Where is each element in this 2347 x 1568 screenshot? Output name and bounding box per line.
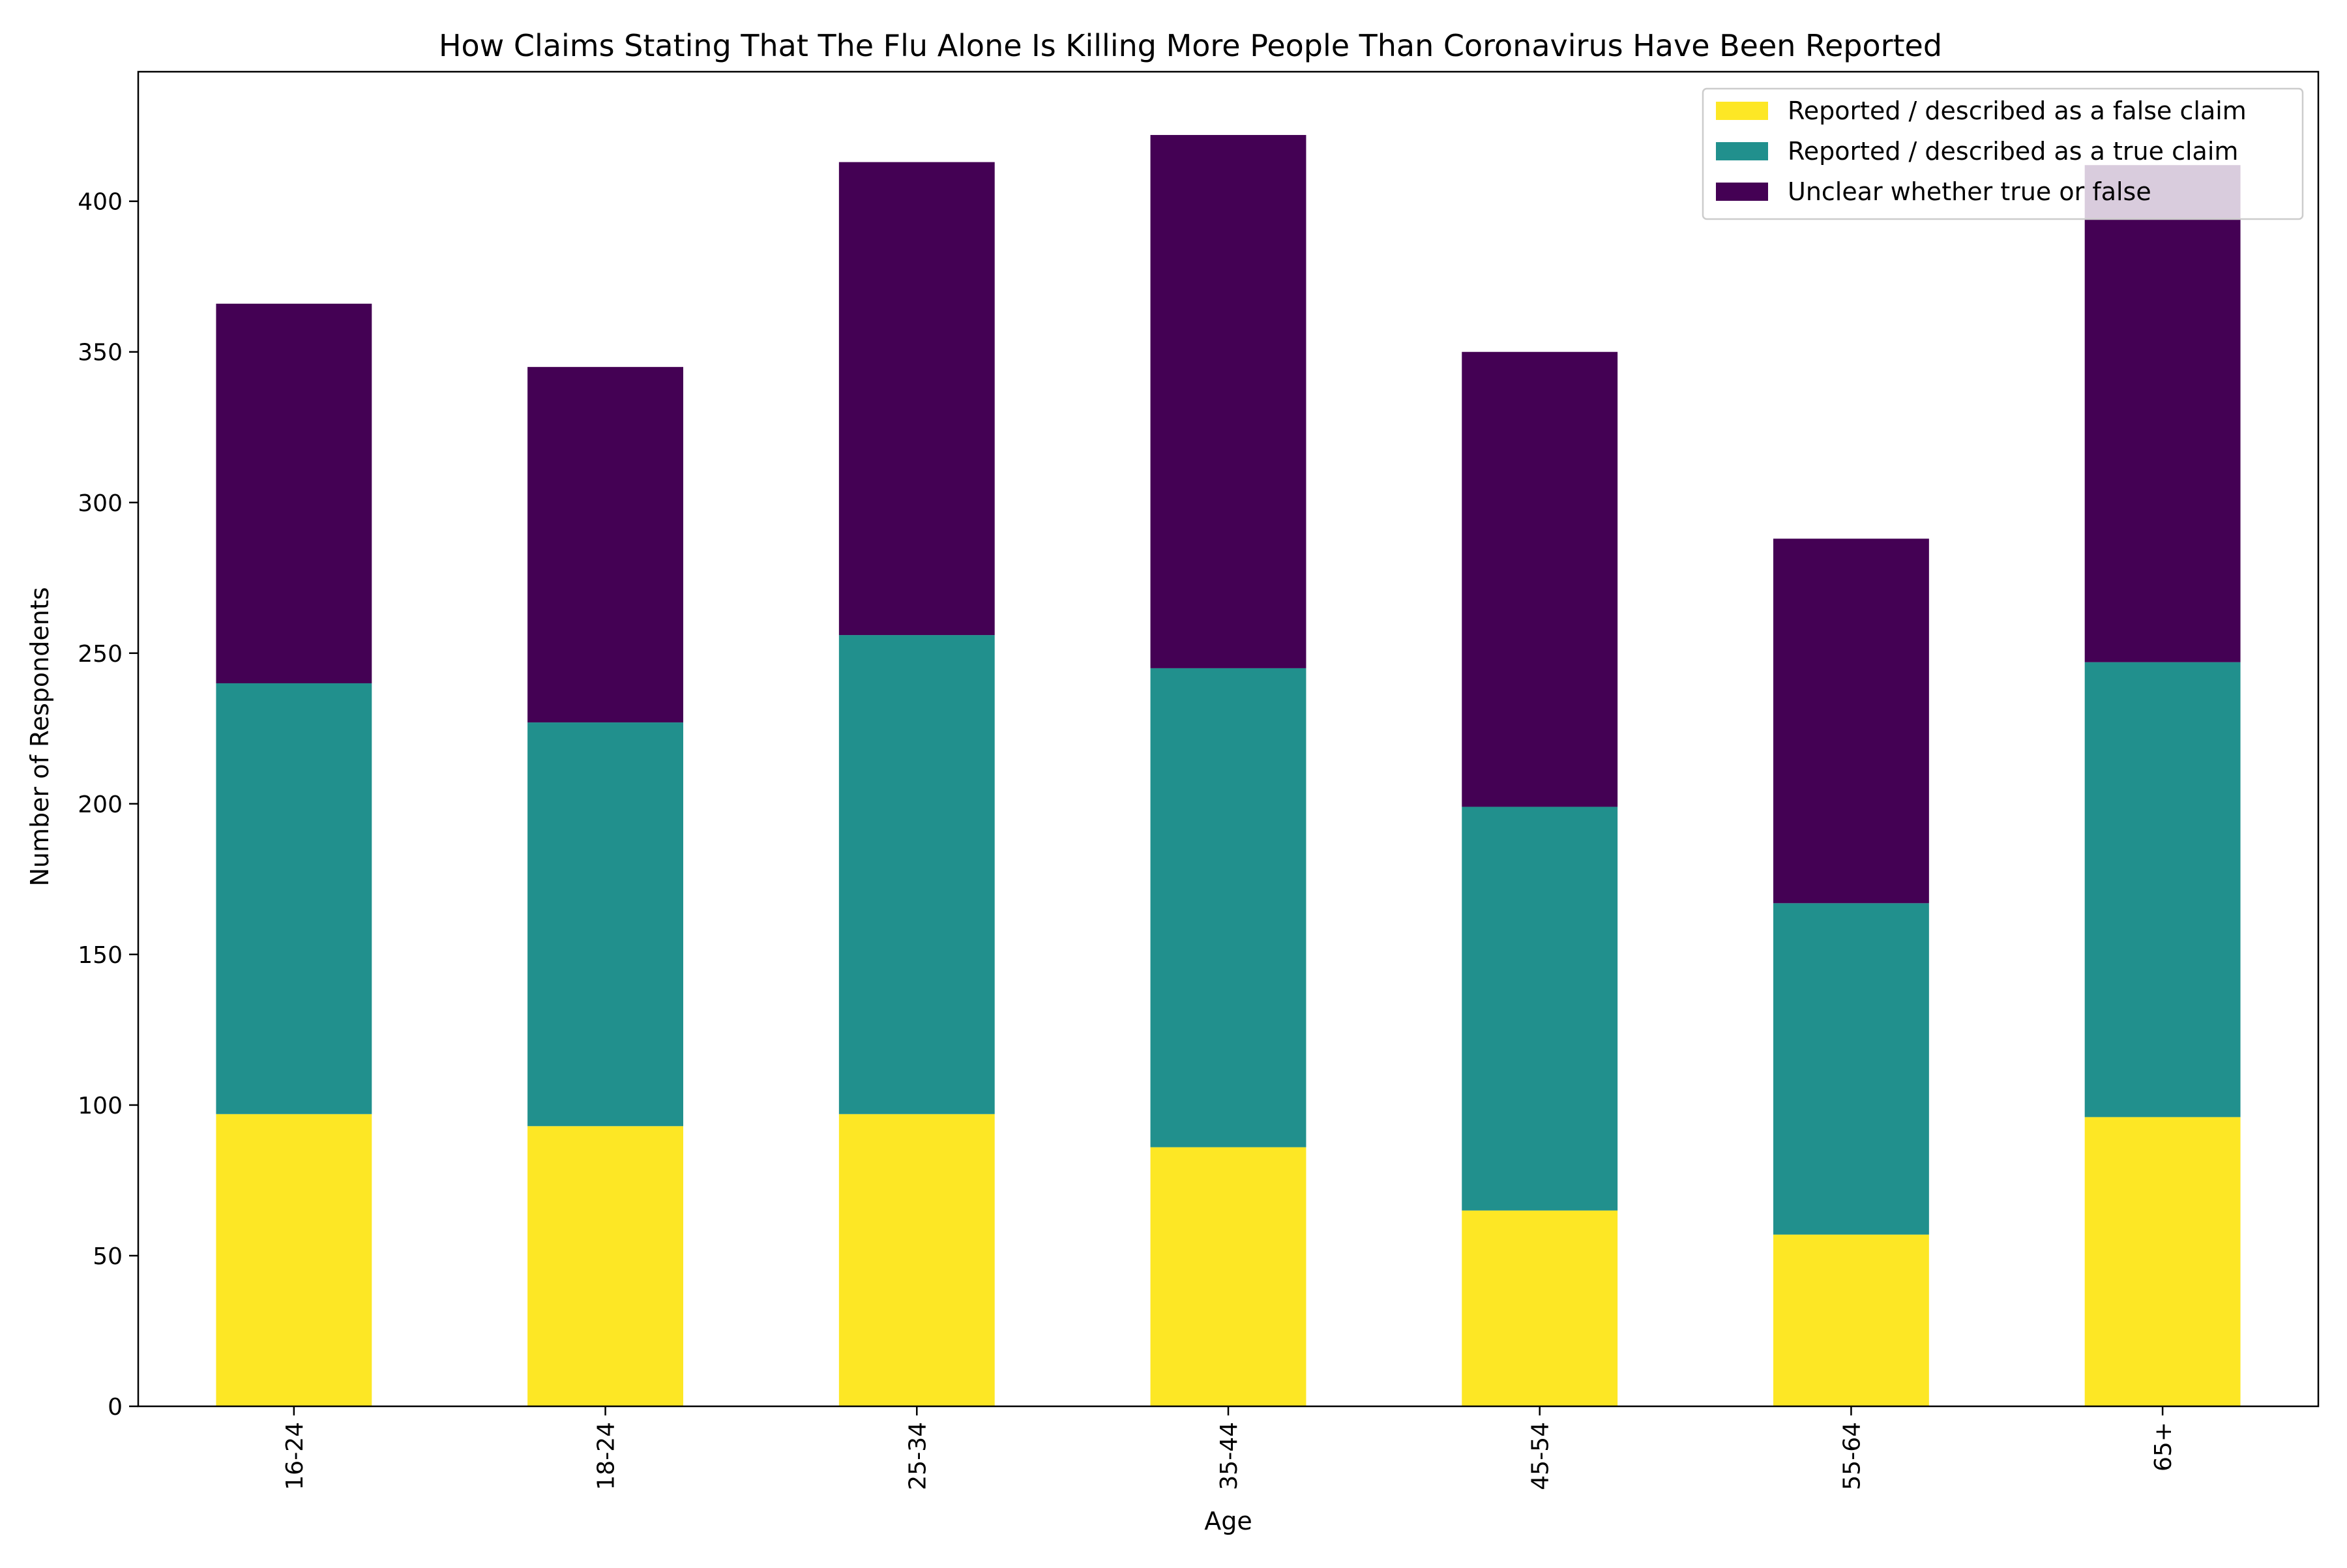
legend-swatch-1	[1716, 102, 1768, 120]
y-tick-label: 0	[108, 1394, 123, 1421]
legend-label-2: Reported / described as a true claim	[1788, 137, 2238, 166]
bar-segment-35-44-series-3	[1150, 135, 1306, 668]
bar-segment-25-34-series-1	[838, 1114, 995, 1406]
x-tick-label-45-54: 45-54	[1528, 1422, 1554, 1490]
x-tick-label-18-24: 18-24	[593, 1422, 620, 1490]
bar-segment-45-54-series-2	[1462, 806, 1618, 1211]
bar-segment-35-44-series-1	[1150, 1147, 1306, 1406]
x-tick-label-25-34: 25-34	[904, 1422, 931, 1490]
y-tick-label: 150	[78, 942, 123, 969]
legend-label-3: Unclear whether true or false	[1788, 177, 2151, 206]
legend: Reported / described as a false claim Rep…	[1702, 87, 2304, 220]
bar-segment-16-24-series-1	[216, 1114, 372, 1406]
bar-segment-18-24-series-3	[527, 366, 683, 723]
bar-segment-18-24-series-1	[527, 1126, 683, 1406]
bar-segment-55-64-series-3	[1773, 539, 1929, 904]
y-tick-label: 400	[78, 189, 123, 216]
bar-segment-16-24-series-2	[216, 683, 372, 1114]
legend-frame	[1702, 87, 2304, 220]
y-tick-label: 350	[78, 340, 123, 366]
bar-segment-65+-series-3	[2084, 165, 2241, 662]
bar-segment-45-54-series-1	[1462, 1210, 1618, 1406]
bar-segment-55-64-series-2	[1773, 903, 1929, 1235]
bar-segment-16-24-series-3	[216, 303, 372, 684]
bar-segment-65+-series-1	[2084, 1117, 2241, 1406]
y-tick-label: 200	[78, 791, 123, 818]
y-tick-label: 250	[78, 641, 123, 668]
y-tick-label: 100	[78, 1093, 123, 1119]
x-tick-label-55-64: 55-64	[1838, 1422, 1865, 1490]
bar-segment-45-54-series-3	[1462, 351, 1618, 807]
x-tick-label-65+: 65+	[2150, 1422, 2177, 1472]
x-tick-label-16-24: 16-24	[282, 1422, 308, 1490]
bar-segment-25-34-series-3	[838, 162, 995, 636]
x-axis-label: Age	[1204, 1507, 1252, 1535]
y-tick-label: 50	[93, 1243, 123, 1270]
x-tick-label-35-44: 35-44	[1216, 1422, 1243, 1490]
y-axis: 0 50 100 150 200 250 300 350 400	[78, 189, 138, 1421]
bar-segment-65+-series-2	[2084, 662, 2241, 1117]
bar-segment-25-34-series-2	[838, 635, 995, 1114]
y-tick-label: 300	[78, 490, 123, 517]
bars-layer	[216, 135, 2241, 1406]
chart-title: How Claims Stating That The Flu Alone Is…	[439, 28, 1942, 63]
legend-label-1: Reported / described as a false claim	[1788, 96, 2247, 125]
y-axis-label: Number of Respondents	[25, 587, 54, 886]
legend-swatch-3	[1716, 183, 1768, 201]
legend-swatch-2	[1716, 142, 1768, 160]
x-axis: 16-24 18-24 25-34 35-44 45-54 55-64 65+	[282, 1406, 2177, 1490]
bar-segment-35-44-series-2	[1150, 668, 1306, 1147]
bar-segment-55-64-series-1	[1773, 1234, 1929, 1406]
bar-segment-18-24-series-2	[527, 722, 683, 1127]
